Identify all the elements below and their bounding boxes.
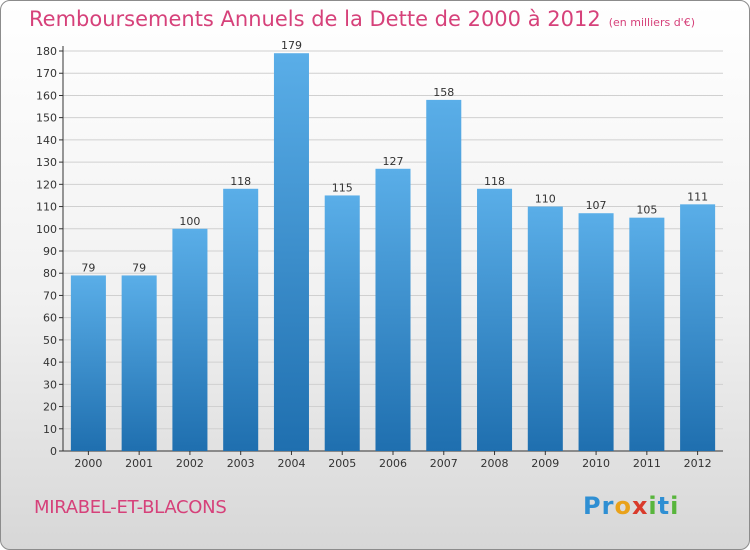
y-tick-label: 130 <box>36 156 57 169</box>
data-label: 111 <box>687 190 708 203</box>
bar <box>70 275 106 451</box>
bar <box>172 228 208 451</box>
logo-letter: x <box>631 492 649 520</box>
data-label: 118 <box>484 175 505 188</box>
logo-letter: t <box>657 492 671 520</box>
x-tick-label: 2011 <box>633 457 661 470</box>
bar <box>477 188 513 451</box>
x-tick-label: 2005 <box>328 457 356 470</box>
data-label: 79 <box>132 261 146 274</box>
data-label: 158 <box>433 86 454 99</box>
y-tick-label: 50 <box>43 334 57 347</box>
y-tick-label: 150 <box>36 112 57 125</box>
data-label: 115 <box>332 181 353 194</box>
y-tick-label: 90 <box>43 245 57 258</box>
logo-letter: i <box>670 492 680 520</box>
bar <box>324 195 360 451</box>
logo-letter: r <box>601 492 615 520</box>
data-label: 179 <box>281 39 302 52</box>
x-tick-label: 2008 <box>481 457 509 470</box>
y-tick-label: 170 <box>36 67 57 80</box>
y-tick-label: 100 <box>36 223 57 236</box>
y-tick-label: 0 <box>50 445 57 458</box>
y-tick-label: 110 <box>36 201 57 214</box>
x-tick-label: 2007 <box>430 457 458 470</box>
chart-title: Remboursements Annuels de la Dette de 20… <box>29 7 695 31</box>
x-tick-label: 2001 <box>125 457 153 470</box>
logo-letter: i <box>648 492 658 520</box>
y-tick-label: 10 <box>43 423 57 436</box>
data-label: 127 <box>383 155 404 168</box>
x-tick-label: 2009 <box>531 457 559 470</box>
bar <box>578 213 614 451</box>
y-tick-label: 140 <box>36 134 57 147</box>
title-unit: (en milliers d'€) <box>608 16 695 29</box>
y-tick-label: 30 <box>43 378 57 391</box>
x-tick-label: 2004 <box>277 457 305 470</box>
data-label: 107 <box>586 199 607 212</box>
y-tick-label: 60 <box>43 312 57 325</box>
bar <box>273 53 309 451</box>
x-tick-label: 2012 <box>684 457 712 470</box>
logo-letter: o <box>614 492 632 520</box>
y-tick-label: 160 <box>36 89 57 102</box>
y-tick-label: 20 <box>43 401 57 414</box>
x-tick-label: 2010 <box>582 457 610 470</box>
commune-name: MIRABEL-ET-BLACONS <box>34 497 227 518</box>
data-label: 100 <box>179 215 200 228</box>
y-tick-label: 70 <box>43 289 57 302</box>
data-label: 118 <box>230 175 251 188</box>
logo-letter: P <box>583 492 602 520</box>
y-tick-label: 40 <box>43 356 57 369</box>
data-label: 79 <box>81 261 95 274</box>
bar <box>629 217 665 451</box>
title-text: Remboursements Annuels de la Dette de 20… <box>29 7 601 31</box>
bar <box>375 168 411 451</box>
bar <box>223 188 259 451</box>
data-label: 105 <box>636 204 657 217</box>
bar <box>680 204 716 451</box>
bar <box>426 99 462 451</box>
y-tick-label: 80 <box>43 267 57 280</box>
bar <box>121 275 157 451</box>
x-tick-label: 2006 <box>379 457 407 470</box>
y-tick-label: 120 <box>36 178 57 191</box>
y-tick-label: 180 <box>36 45 57 58</box>
data-label: 110 <box>535 193 556 206</box>
x-tick-label: 2000 <box>74 457 102 470</box>
x-tick-label: 2003 <box>227 457 255 470</box>
proxiti-logo: Proxiti <box>583 492 679 520</box>
bar <box>527 206 563 451</box>
x-tick-label: 2002 <box>176 457 204 470</box>
